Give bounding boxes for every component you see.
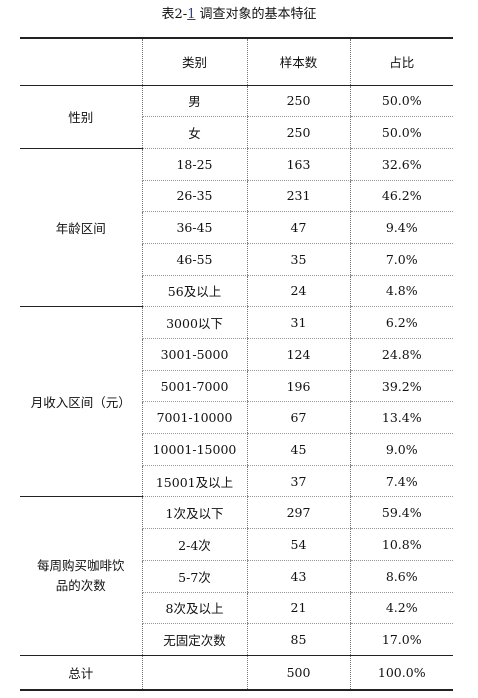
caption-number-link[interactable]: 1 <box>187 7 196 22</box>
category-cell: 46-55 <box>141 243 247 276</box>
category-cell: 36-45 <box>141 211 247 244</box>
table-row: 2-4次 54 10.8% <box>20 528 453 561</box>
count-cell: 35 <box>246 243 350 276</box>
group-label: 年龄区间 <box>20 148 142 308</box>
share-cell: 10.8% <box>349 528 453 561</box>
table-row: 10001-15000 45 9.0% <box>20 433 453 466</box>
table-row: 3001-5000 124 24.8% <box>20 338 453 371</box>
category-cell: 5-7次 <box>141 560 247 593</box>
total-category-empty <box>141 654 247 690</box>
count-cell: 21 <box>246 592 350 625</box>
category-cell: 18-25 <box>141 148 247 181</box>
table-body: 性别男 250 50.0% 女 250 50.0% 年龄区间 18-25 163 32.6% 26-… <box>20 85 453 690</box>
category-cell: 8次及以上 <box>141 592 247 625</box>
header-count: 样本数 <box>246 38 350 86</box>
category-cell: 5001-7000 <box>141 370 247 403</box>
count-cell: 196 <box>246 370 350 403</box>
share-cell: 32.6% <box>349 148 453 181</box>
group-label: 月收入区间（元） <box>20 306 142 498</box>
category-cell: 56及以上 <box>141 275 247 308</box>
table-row: 月收入区间（元） 3000以下 31 6.2% <box>20 306 453 498</box>
table-row: 无固定次数 85 17.0% <box>20 623 453 656</box>
share-cell: 7.4% <box>349 465 453 498</box>
table-row: 5001-7000 196 39.2% <box>20 370 453 403</box>
count-cell: 37 <box>246 465 350 498</box>
share-cell: 17.0% <box>349 623 453 656</box>
header-group <box>20 38 142 86</box>
table-row: 8次及以上 21 4.2% <box>20 592 453 625</box>
share-cell: 59.4% <box>349 496 453 530</box>
count-cell: 163 <box>246 148 350 181</box>
share-cell: 8.6% <box>349 560 453 593</box>
share-cell: 50.0% <box>349 85 453 118</box>
table-row: 每周购买咖啡饮品的次数 1次及以下 297 59.4% <box>20 496 453 656</box>
total-label: 总计 <box>20 654 142 690</box>
table-row: 15001及以上 37 7.4% <box>20 465 453 498</box>
table-row: 56及以上 24 4.8% <box>20 275 453 308</box>
count-cell: 85 <box>246 623 350 656</box>
count-cell: 250 <box>246 85 350 118</box>
share-cell: 39.2% <box>349 370 453 403</box>
category-cell: 3000以下 <box>141 306 247 339</box>
characteristics-table: 类别 样本数 占比 性别男 250 50.0% 女 250 50.0% 年龄区间 18-25 1… <box>20 37 453 691</box>
category-cell: 1次及以下 <box>141 496 247 530</box>
table-row: 5-7次 43 8.6% <box>20 560 453 593</box>
count-cell: 297 <box>246 496 350 530</box>
category-cell: 男 <box>141 85 247 118</box>
table-row: 46-55 35 7.0% <box>20 243 453 276</box>
category-cell: 10001-15000 <box>141 433 247 466</box>
category-cell: 7001-10000 <box>141 401 247 435</box>
total-count: 500 <box>246 654 350 690</box>
count-cell: 54 <box>246 528 350 561</box>
share-cell: 13.4% <box>349 401 453 435</box>
share-cell: 6.2% <box>349 306 453 339</box>
group-label: 性别 <box>20 85 142 149</box>
count-cell: 47 <box>246 211 350 244</box>
count-cell: 45 <box>246 433 350 466</box>
count-cell: 24 <box>246 275 350 308</box>
count-cell: 31 <box>246 306 350 339</box>
total-share: 100.0% <box>349 654 453 690</box>
count-cell: 231 <box>246 180 350 213</box>
caption-prefix: 表2- <box>161 7 188 22</box>
table-caption: 表2-1 调查对象的基本特征 <box>0 7 478 23</box>
share-cell: 7.0% <box>349 243 453 276</box>
table-row: 7001-10000 67 13.4% <box>20 401 453 435</box>
category-cell: 女 <box>141 116 247 149</box>
total-row: 总计 500 100.0% <box>20 654 453 690</box>
share-cell: 9.4% <box>349 211 453 244</box>
category-cell: 3001-5000 <box>141 338 247 371</box>
header-share: 占比 <box>349 38 453 86</box>
count-cell: 250 <box>246 116 350 149</box>
table-row: 女 250 50.0% <box>20 116 453 149</box>
count-cell: 67 <box>246 401 350 435</box>
share-cell: 50.0% <box>349 116 453 149</box>
caption-title: 调查对象的基本特征 <box>199 7 317 22</box>
count-cell: 43 <box>246 560 350 593</box>
share-cell: 46.2% <box>349 180 453 213</box>
table-row: 36-45 47 9.4% <box>20 211 453 244</box>
share-cell: 4.2% <box>349 592 453 625</box>
category-cell: 2-4次 <box>141 528 247 561</box>
category-cell: 15001及以上 <box>141 465 247 498</box>
header-category: 类别 <box>141 38 247 86</box>
count-cell: 124 <box>246 338 350 371</box>
share-cell: 24.8% <box>349 338 453 371</box>
header-row: 类别 样本数 占比 <box>20 38 453 86</box>
share-cell: 4.8% <box>349 275 453 308</box>
table-row: 26-35 231 46.2% <box>20 180 453 213</box>
category-cell: 26-35 <box>141 180 247 213</box>
table-row: 性别男 250 50.0% <box>20 85 453 149</box>
group-label: 每周购买咖啡饮品的次数 <box>20 496 142 656</box>
table-row: 年龄区间 18-25 163 32.6% <box>20 148 453 308</box>
share-cell: 9.0% <box>349 433 453 466</box>
category-cell: 无固定次数 <box>141 623 247 656</box>
